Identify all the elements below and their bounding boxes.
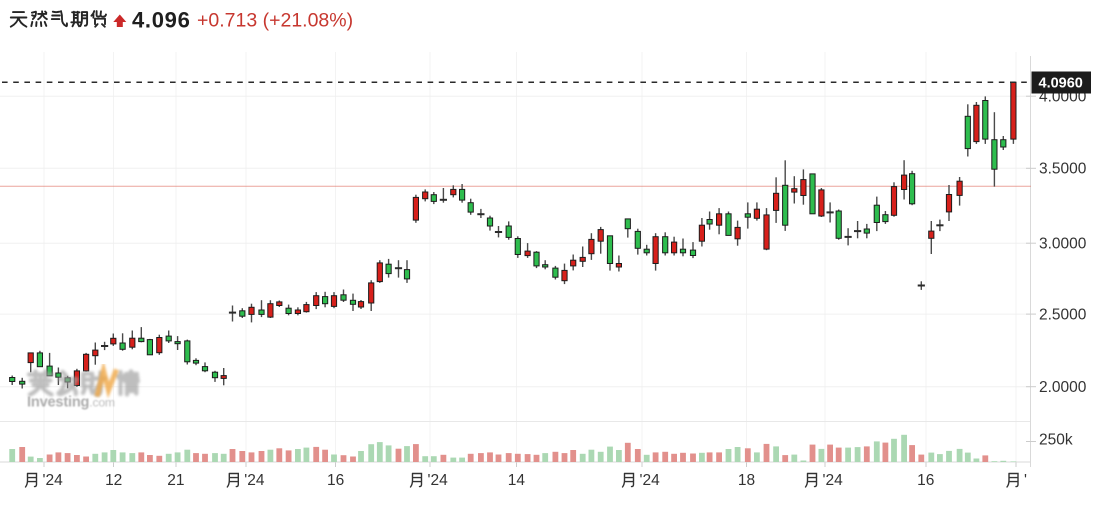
svg-text:'24: '24 [428,472,449,489]
svg-text:14: 14 [508,472,526,489]
svg-text:Investing.com: Investing.com [27,395,115,411]
svg-text:16: 16 [917,472,934,489]
svg-text:2.0000: 2.0000 [1039,379,1087,396]
svg-text:'24: '24 [43,472,64,489]
svg-text:'24: '24 [244,472,265,489]
svg-text:'24: '24 [640,472,661,489]
svg-text:'24: '24 [823,472,844,489]
svg-text:4.0960: 4.0960 [1039,76,1083,92]
svg-text:+0.713 (+21.08%): +0.713 (+21.08%) [197,10,353,32]
svg-text:3.5000: 3.5000 [1039,161,1087,178]
svg-text:2.5000: 2.5000 [1039,306,1087,323]
svg-text:3.0000: 3.0000 [1039,235,1087,252]
svg-text:12: 12 [105,472,122,489]
svg-text:250k: 250k [1039,432,1073,449]
svg-text:18: 18 [738,472,755,489]
svg-text:': ' [1024,472,1027,489]
svg-text:21: 21 [167,472,184,489]
svg-text:4.096: 4.096 [132,8,191,33]
svg-text:16: 16 [327,472,344,489]
